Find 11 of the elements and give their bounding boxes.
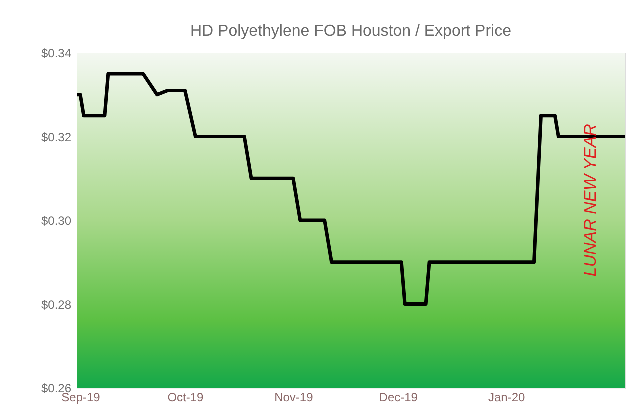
annotation: LUNAR NEW YEAR (581, 124, 600, 277)
x-tick-label: Nov-19 (274, 390, 314, 404)
x-tick-label: Oct-19 (168, 390, 204, 404)
y-tick-label: $0.28 (41, 298, 72, 312)
y-tick-label: $0.34 (41, 46, 72, 60)
y-tick-label: $0.30 (41, 214, 72, 228)
x-tick-label: Jan-20 (488, 390, 526, 404)
y-tick-label: $0.32 (41, 130, 72, 144)
line-series (75, 72, 627, 306)
chart-title: HD Polyethylene FOB Houston / Export Price (190, 23, 512, 40)
x-tick-label: Dec-19 (379, 390, 418, 404)
